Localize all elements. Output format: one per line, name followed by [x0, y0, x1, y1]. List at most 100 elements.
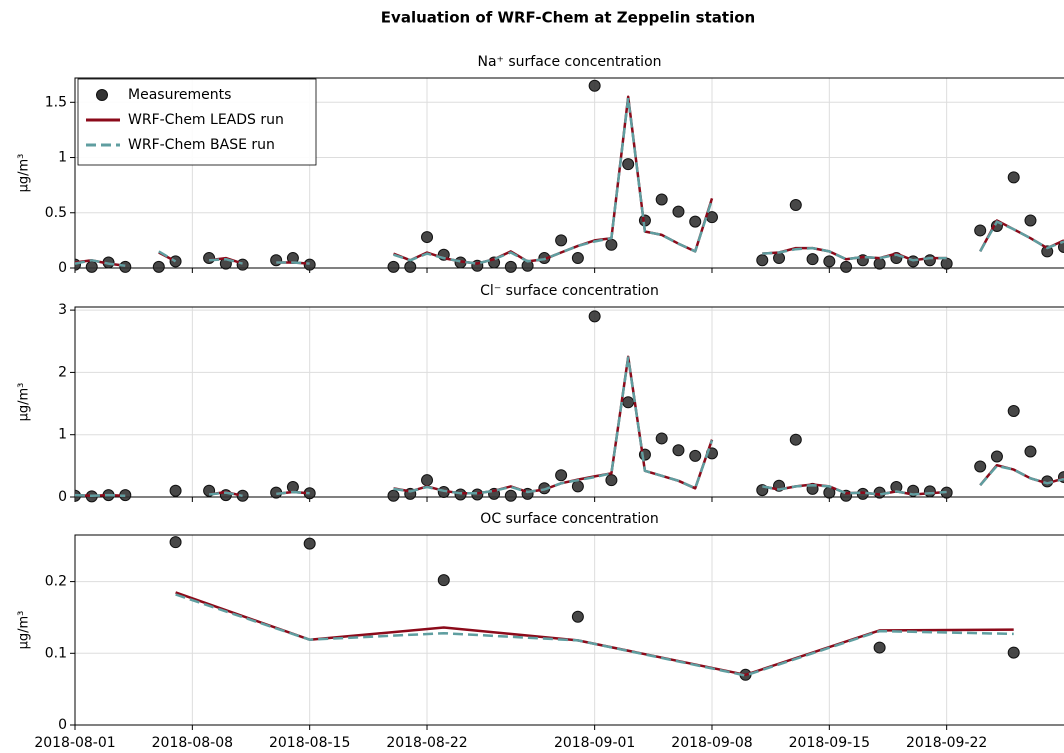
model-line: [762, 246, 947, 262]
measurement-point: [1041, 245, 1054, 258]
model-line: [158, 250, 177, 263]
y-tick-label: 0.1: [45, 645, 67, 661]
x-tick-label: 2018-09-22: [906, 735, 987, 751]
measurement-point: [1024, 214, 1037, 227]
model-line: [175, 593, 1014, 677]
y-tick-label: 2: [58, 364, 67, 380]
model-line: [276, 490, 310, 496]
x-tick-label: 2018-08-15: [269, 735, 350, 751]
y-tick-label: 1: [58, 427, 67, 443]
measurement-point: [655, 432, 668, 445]
measurement-point: [873, 257, 886, 270]
x-tick-label: 2018-08-22: [386, 735, 467, 751]
y-axis-label: μg/m³: [17, 154, 32, 193]
y-tick-label: 3: [58, 302, 67, 318]
measurement-point: [789, 199, 802, 212]
panel-title: Na⁺ surface concentration: [477, 54, 661, 70]
measurement-point: [421, 474, 434, 487]
measurement-point: [303, 258, 316, 271]
measurement-point: [940, 257, 953, 270]
legend: Measurements WRF-Chem LEADS run WRF-Chem B…: [77, 78, 317, 166]
model-line: [979, 220, 1064, 253]
y-tick-label: 0: [58, 717, 67, 733]
x-tick-label: 2018-09-08: [671, 735, 752, 751]
legend-label: WRF-Chem LEADS run: [128, 112, 284, 128]
x-tick-label: 2018-08-01: [34, 735, 115, 751]
legend-label: Measurements: [128, 87, 231, 103]
measurement-point: [588, 310, 601, 323]
measurement-point: [773, 252, 786, 265]
measurement-point: [672, 205, 685, 218]
measurement-point: [923, 485, 936, 498]
measurement-point: [789, 433, 802, 446]
measurement-point: [689, 449, 702, 462]
measurement-point: [236, 258, 249, 271]
measurement-point: [873, 641, 886, 654]
measurement-point: [923, 254, 936, 267]
legend-box: [77, 78, 317, 166]
measurement-point: [823, 255, 836, 268]
measurement-point: [85, 260, 98, 273]
measurement-point: [689, 215, 702, 228]
model-line: [762, 483, 947, 496]
measurement-point: [504, 489, 517, 502]
measurement-point: [756, 254, 769, 267]
measurement-point: [974, 224, 987, 237]
legend-label: WRF-Chem BASE run: [128, 137, 275, 153]
measurement-point: [605, 474, 618, 487]
measurement-point: [203, 252, 216, 265]
measurement-point: [622, 396, 635, 409]
measurement-point: [169, 536, 182, 549]
panel-title: Cl⁻ surface concentration: [480, 283, 659, 299]
y-tick-label: 0.2: [45, 574, 67, 590]
panel-title: OC surface concentration: [480, 511, 658, 527]
model-line: [393, 96, 714, 265]
measurement-point: [655, 193, 668, 206]
axes-frame: [74, 534, 1064, 726]
measurement-point: [303, 537, 316, 550]
measurement-point: [169, 484, 182, 497]
measurement-point: [404, 260, 417, 273]
measurement-point: [605, 238, 618, 251]
y-tick-label: 0.5: [45, 205, 67, 221]
measurement-point: [119, 260, 132, 273]
measurement-point: [387, 260, 400, 273]
x-tick-label: 2018-09-15: [789, 735, 870, 751]
panel: OC surface concentration μg/m³ 2018-08-01 2…: [17, 511, 1064, 751]
measurement-point: [571, 480, 584, 493]
legend-marker: [96, 89, 108, 101]
measurement-point: [571, 610, 584, 623]
measurement-point: [840, 260, 853, 273]
measurement-point: [1007, 171, 1020, 184]
panel: Na⁺ surface concentration μg/m³ 0 0.5 1 1.5 Me…: [17, 54, 1064, 276]
model-line: [276, 261, 310, 265]
y-tick-label: 1: [58, 150, 67, 166]
model-line: [208, 491, 243, 498]
y-axis-label: μg/m³: [17, 611, 32, 650]
model-line: [75, 259, 126, 268]
axes-frame: [74, 306, 1064, 498]
y-tick-label: 1.5: [45, 94, 67, 110]
measurement-point: [270, 254, 283, 267]
y-tick-label: 0: [58, 260, 67, 276]
measurement-point: [622, 158, 635, 171]
measurement-point: [571, 252, 584, 265]
model-line: [209, 257, 243, 265]
measurement-point: [806, 253, 819, 266]
measurement-point: [1024, 445, 1037, 458]
measurement-point: [1007, 646, 1020, 659]
axes-frame: [74, 77, 1064, 269]
x-tick-label: 2018-08-08: [152, 735, 233, 751]
measurement-point: [974, 460, 987, 473]
measurement-point: [387, 489, 400, 502]
figure-title: Evaluation of WRF-Chem at Zeppelin stati…: [381, 9, 755, 27]
model-line: [393, 356, 714, 495]
measurement-point: [588, 79, 601, 92]
measurement-point: [555, 469, 568, 482]
panel: Cl⁻ surface concentration μg/m³ 0 1 2 3: [17, 283, 1064, 505]
y-axis-label: μg/m³: [17, 383, 32, 422]
measurement-point: [1007, 405, 1020, 418]
measurement-point: [672, 444, 685, 457]
measurement-point: [504, 260, 517, 273]
